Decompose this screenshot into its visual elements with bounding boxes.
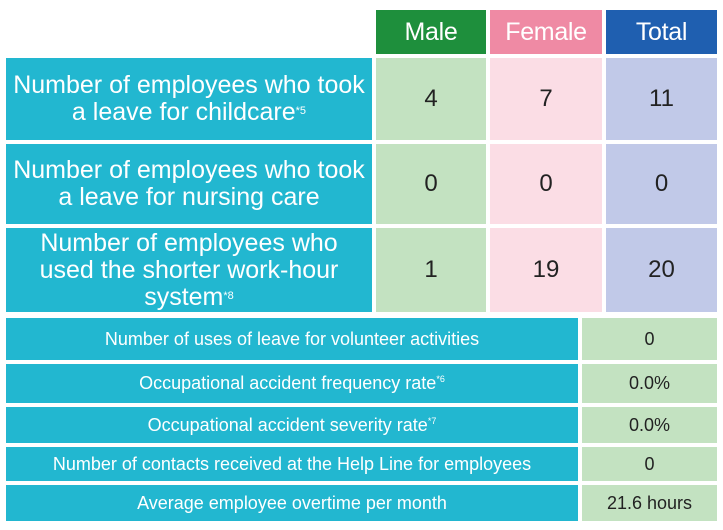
footnote-marker: *5 bbox=[295, 105, 307, 117]
cell-childcare-total: 11 bbox=[606, 58, 717, 140]
metric-label-text: Average employee overtime per month bbox=[137, 492, 447, 513]
metric-label-accident-severity: Occupational accident severity rate*7 bbox=[6, 407, 578, 443]
row-label-nursing-care-leave: Number of employees who took a leave for… bbox=[6, 144, 372, 224]
row-label-childcare-leave: Number of employees who took a leave for… bbox=[6, 58, 372, 140]
footnote-marker: *8 bbox=[223, 289, 234, 302]
metric-label-text: Occupational accident severity rate bbox=[147, 414, 428, 435]
cell-shorter-work-male: 1 bbox=[376, 228, 486, 312]
metric-label-text: Occupational accident frequency rate bbox=[139, 373, 437, 393]
metric-value-accident-severity: 0.0% bbox=[582, 407, 717, 443]
metric-label-text: Number of uses of leave for volunteer ac… bbox=[104, 328, 480, 349]
metric-label-average-overtime: Average employee overtime per month bbox=[6, 485, 578, 521]
cell-nursing-male: 0 bbox=[376, 144, 486, 224]
row-label-text: Number of employees who took a leave for… bbox=[13, 156, 365, 211]
row-label-text: Number of employees who used the shorter… bbox=[39, 228, 339, 311]
cell-shorter-work-total: 20 bbox=[606, 228, 717, 312]
metric-value-accident-frequency: 0.0% bbox=[582, 364, 717, 403]
footnote-marker: *6 bbox=[436, 374, 445, 384]
metric-value-volunteer-leave: 0 bbox=[582, 318, 717, 360]
cell-nursing-female: 0 bbox=[490, 144, 602, 224]
metric-label-text: Number of contacts received at the Help … bbox=[52, 453, 532, 474]
metric-value-average-overtime: 21.6 hours bbox=[582, 485, 717, 521]
metric-value-help-line-contacts: 0 bbox=[582, 447, 717, 481]
column-header-total: Total bbox=[606, 10, 717, 54]
row-label-text: Number of employees who took a leave for… bbox=[13, 71, 365, 126]
metric-label-accident-frequency: Occupational accident frequency rate*6 bbox=[6, 364, 578, 403]
cell-nursing-total: 0 bbox=[606, 144, 717, 224]
column-header-male: Male bbox=[376, 10, 486, 54]
column-header-female: Female bbox=[490, 10, 602, 54]
metric-label-volunteer-leave: Number of uses of leave for volunteer ac… bbox=[6, 318, 578, 360]
cell-shorter-work-female: 19 bbox=[490, 228, 602, 312]
metric-label-help-line-contacts: Number of contacts received at the Help … bbox=[6, 447, 578, 481]
row-label-shorter-work-hour: Number of employees who used the shorter… bbox=[6, 228, 372, 312]
footnote-marker: *7 bbox=[427, 415, 437, 426]
cell-childcare-female: 7 bbox=[490, 58, 602, 140]
cell-childcare-male: 4 bbox=[376, 58, 486, 140]
